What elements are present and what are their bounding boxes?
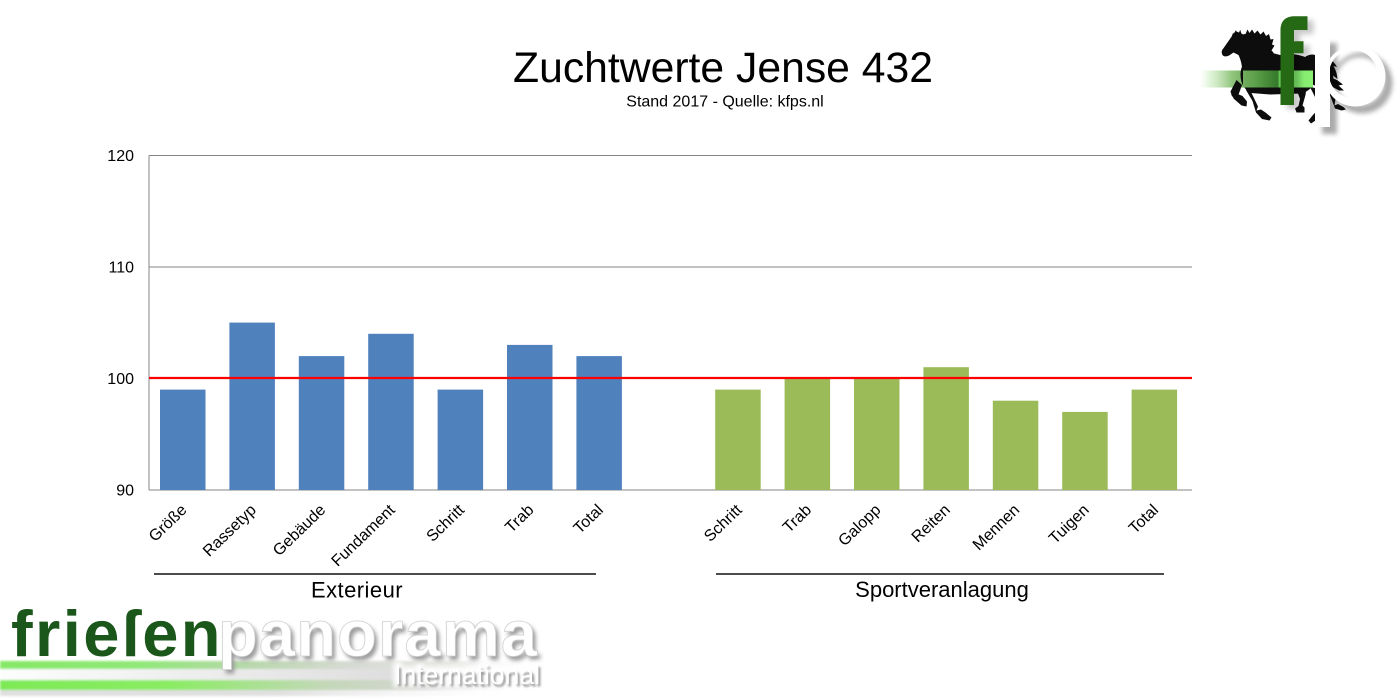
svg-text:90: 90	[116, 483, 134, 500]
svg-text:Stand 2017 - Quelle: kfps.nl: Stand 2017 - Quelle: kfps.nl	[626, 94, 823, 111]
svg-text:International: International	[394, 660, 540, 690]
svg-text:International: International	[394, 660, 540, 690]
svg-text:International: International	[396, 663, 542, 693]
svg-text:Exterieur: Exterieur	[311, 578, 403, 603]
svg-text:panorama: panorama	[221, 601, 541, 674]
svg-text:frieſen: frieſen	[11, 597, 223, 670]
svg-text:panorama: panorama	[218, 597, 538, 670]
svg-text:Sportveranlagung: Sportveranlagung	[855, 577, 1029, 602]
svg-text:100: 100	[107, 371, 134, 388]
svg-text:Zuchtwerte Jense 432: Zuchtwerte Jense 432	[513, 44, 933, 92]
svg-text:120: 120	[107, 148, 134, 165]
svg-text:110: 110	[108, 259, 134, 276]
